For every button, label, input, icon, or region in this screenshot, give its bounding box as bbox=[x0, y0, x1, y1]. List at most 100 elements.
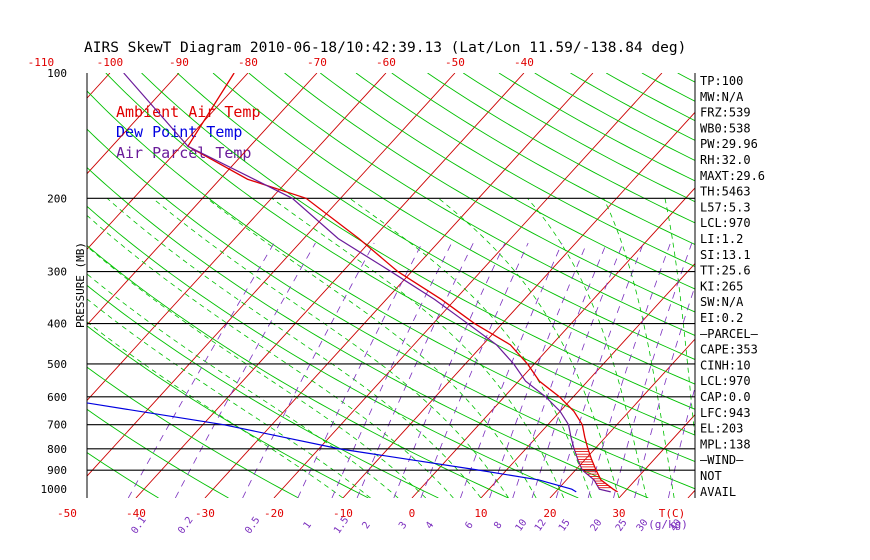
index-entry: TH:5463 bbox=[700, 185, 751, 199]
mixing-ratio-line bbox=[420, 242, 529, 498]
index-entry: KI:265 bbox=[700, 279, 743, 293]
isotherm-line bbox=[87, 73, 249, 250]
top-temp-label: -40 bbox=[514, 56, 534, 69]
series-line bbox=[123, 73, 611, 493]
isotherm-line bbox=[273, 73, 663, 498]
moist-adiabat-line bbox=[87, 298, 371, 498]
dry-adiabat-line bbox=[534, 73, 695, 161]
dry-adiabat-line bbox=[87, 90, 695, 463]
dry-adiabat-line bbox=[87, 366, 299, 498]
top-temp-label: -90 bbox=[169, 56, 189, 69]
isotherm-line bbox=[618, 414, 695, 498]
isotherm-line bbox=[0, 73, 41, 498]
mixing-ratio-line bbox=[634, 284, 695, 498]
bottom-temp-label: -10 bbox=[333, 507, 353, 520]
pressure-tick-label: 900 bbox=[47, 464, 67, 477]
index-entry: MPL:138 bbox=[700, 437, 751, 451]
mixing-ratio-line bbox=[668, 385, 695, 498]
index-entry: CAPE:353 bbox=[700, 343, 758, 357]
mixing-ratio-line bbox=[331, 242, 453, 498]
pressure-tick-label: 600 bbox=[47, 391, 67, 404]
bottom-temp-label: 10 bbox=[474, 507, 487, 520]
mixing-ratio-line bbox=[489, 242, 588, 498]
index-entry: FRZ:539 bbox=[700, 106, 751, 120]
index-entry: LCL:970 bbox=[700, 216, 751, 230]
index-entry: —PARCEL— bbox=[700, 327, 759, 341]
isotherm-line bbox=[549, 338, 695, 498]
mixing-ratio-label: 0.2 bbox=[176, 515, 195, 536]
index-entry: LFC:943 bbox=[700, 406, 751, 420]
dry-adiabat-line bbox=[391, 73, 695, 245]
dry-adiabat-line bbox=[284, 73, 695, 313]
temperature-unit-label: T(C) bbox=[659, 507, 686, 520]
top-temp-label: -100 bbox=[97, 56, 124, 69]
mixing-ratio-line bbox=[242, 242, 375, 498]
moist-adiabat-line bbox=[438, 197, 620, 498]
dry-adiabat-line bbox=[87, 205, 579, 498]
index-entry: —WIND— bbox=[700, 453, 744, 467]
index-entry: WB0:538 bbox=[700, 121, 751, 135]
index-entry: MW:N/A bbox=[700, 90, 744, 104]
top-temp-label: -80 bbox=[238, 56, 258, 69]
moist-adiabat-line bbox=[87, 245, 427, 498]
dry-adiabat-line bbox=[355, 73, 695, 268]
mixing-ratio-label: 20 bbox=[589, 517, 605, 533]
dry-adiabat-line bbox=[498, 73, 695, 182]
dry-adiabat-line bbox=[87, 128, 695, 490]
mixing-ratio-line bbox=[587, 242, 671, 498]
top-temp-label: -70 bbox=[307, 56, 327, 69]
index-entry: TP:100 bbox=[700, 74, 743, 88]
legend-parcel: Air Parcel Temp bbox=[116, 144, 251, 162]
pressure-tick-label: 800 bbox=[47, 443, 67, 456]
isotherm-line bbox=[826, 73, 870, 498]
mixing-ratio-label: 10 bbox=[514, 517, 530, 533]
index-entry: MAXT:29.6 bbox=[700, 169, 765, 183]
isotherm-line bbox=[87, 73, 111, 99]
pressure-tick-label: 100 bbox=[47, 67, 67, 80]
dry-adiabat-line bbox=[105, 73, 695, 436]
top-temp-label: -110 bbox=[28, 56, 55, 69]
background-lines bbox=[0, 73, 870, 498]
mixing-ratio-line bbox=[460, 242, 563, 498]
series-lines bbox=[87, 73, 618, 493]
index-entry: CINH:10 bbox=[700, 358, 751, 372]
mixing-ratio-line bbox=[297, 242, 423, 498]
mixing-ratio-label: 2 bbox=[361, 520, 373, 531]
moist-adiabat-line bbox=[87, 214, 454, 498]
isotherm-line bbox=[87, 73, 387, 402]
legend-ambient: Ambient Air Temp bbox=[116, 103, 261, 121]
dry-adiabat-line bbox=[177, 73, 695, 385]
index-entry: L57:5.3 bbox=[700, 200, 751, 214]
moist-adiabat-line bbox=[87, 321, 344, 498]
index-entry: EL:203 bbox=[700, 422, 743, 436]
dry-adiabat-line bbox=[248, 73, 695, 336]
top-temp-label: -60 bbox=[376, 56, 396, 69]
pressure-tick-label: 200 bbox=[47, 192, 67, 205]
index-entry: LCL:970 bbox=[700, 374, 751, 388]
dry-adiabat-line bbox=[87, 408, 229, 498]
isotherm-line bbox=[87, 73, 456, 477]
mixing-ratio-label: 1 bbox=[302, 520, 314, 531]
dry-adiabat-line bbox=[427, 73, 695, 224]
pressure-tick-label: 300 bbox=[47, 266, 67, 279]
pressure-tick-label: 700 bbox=[47, 419, 67, 432]
bottom-temp-label: -50 bbox=[57, 507, 77, 520]
mixing-ratio-unit-label: (g/kg) bbox=[648, 518, 688, 531]
pressure-tick-label: 500 bbox=[47, 358, 67, 371]
dry-adiabat-line bbox=[141, 73, 695, 410]
y-axis-label: PRESSURE (MB) bbox=[74, 242, 87, 328]
isotherm-line bbox=[87, 73, 180, 175]
series-line bbox=[87, 402, 577, 493]
mixing-ratio-label: 8 bbox=[492, 520, 504, 531]
bottom-temp-label: 0 bbox=[409, 507, 416, 520]
axes: 1002003004005006007008009001000-120-110-… bbox=[28, 56, 696, 536]
isotherm-line bbox=[480, 262, 695, 498]
moist-adiabat-line bbox=[527, 198, 647, 498]
dry-adiabat-line bbox=[320, 73, 695, 290]
index-entry: PW:29.96 bbox=[700, 137, 758, 151]
index-entry: NOT bbox=[700, 469, 722, 483]
dry-adiabat-line bbox=[87, 244, 509, 498]
chart-title: AIRS SkewT Diagram 2010-06-18/10:42:39.1… bbox=[84, 40, 686, 56]
